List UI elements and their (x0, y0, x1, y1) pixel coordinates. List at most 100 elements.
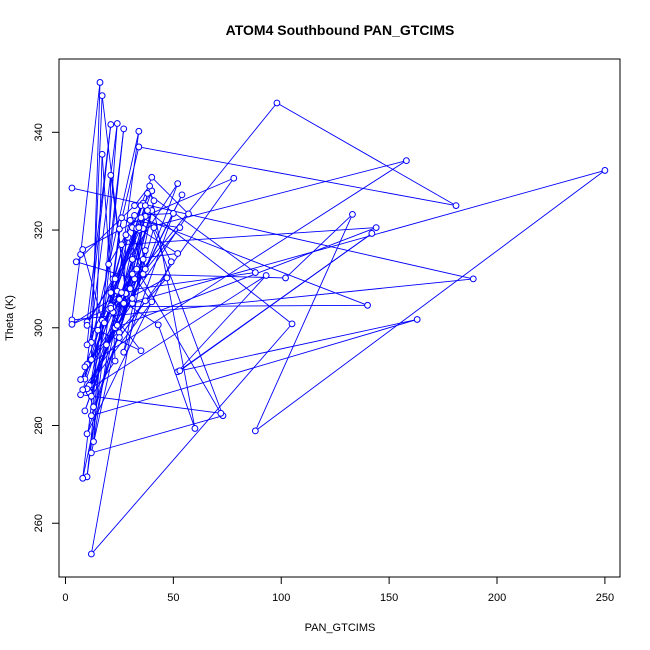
data-point (413, 316, 421, 323)
series-segment (147, 193, 256, 273)
series-segment (121, 217, 178, 254)
data-point (169, 210, 177, 217)
series-segment (276, 102, 457, 206)
series-segment (80, 394, 221, 414)
series-segment (84, 160, 407, 368)
data-point (122, 231, 130, 239)
data-point (107, 171, 115, 179)
data-point (120, 299, 128, 307)
series-segment (86, 124, 112, 345)
data-point (90, 438, 97, 446)
data-point (368, 230, 376, 237)
series-segment (138, 146, 457, 207)
data-point (128, 295, 136, 302)
data-point (174, 180, 182, 188)
data-point (146, 182, 154, 190)
data-point (131, 202, 138, 210)
series-segment (80, 275, 267, 396)
data-point (105, 260, 113, 268)
data-point (126, 216, 134, 224)
data-point (118, 214, 125, 222)
series-segment (86, 261, 172, 435)
data-point (150, 197, 158, 205)
series-segment (142, 203, 224, 416)
data-point (128, 255, 136, 263)
series-segment (82, 300, 146, 391)
series-segment (140, 205, 293, 325)
data-point (144, 189, 151, 197)
series-segment (143, 160, 407, 230)
data-point (113, 321, 121, 329)
series-segment (80, 82, 101, 255)
data-point (77, 391, 84, 399)
data-point (273, 99, 281, 107)
chart-title: ATOM4 Southbound PAN_GTCIMS (226, 22, 455, 38)
data-point (87, 449, 95, 457)
series-segment (91, 323, 293, 555)
data-point (87, 392, 95, 400)
series-segment (71, 254, 82, 321)
series-segment (86, 278, 114, 326)
data-point (154, 321, 162, 329)
x-tick-label: 200 (488, 592, 506, 604)
data-point (141, 297, 149, 305)
data-point (150, 224, 158, 231)
series-segment (84, 123, 118, 380)
data-point (148, 298, 156, 306)
data-point (141, 265, 149, 273)
data-point (128, 270, 136, 278)
y-tick-label: 260 (33, 514, 45, 532)
data-point (469, 275, 477, 283)
data-point (144, 207, 151, 214)
data-point (100, 319, 108, 327)
y-axis-label: Theta (K) (4, 295, 16, 341)
series-segment (110, 169, 606, 309)
x-tick-label: 50 (167, 592, 179, 604)
series-segment (157, 324, 196, 429)
data-point (79, 246, 87, 253)
data-point (79, 474, 87, 482)
data-point (217, 409, 225, 417)
data-point (81, 363, 89, 371)
data-point (133, 265, 141, 273)
data-point (135, 224, 143, 231)
data-point (118, 289, 125, 296)
data-point (185, 210, 192, 218)
data-point (116, 334, 123, 341)
data-point (107, 289, 115, 296)
data-point (372, 224, 380, 231)
data-point (120, 125, 128, 133)
x-tick-label: 0 (62, 592, 68, 604)
series-segment (179, 319, 418, 372)
data-point (167, 258, 175, 266)
series-segment (140, 177, 234, 219)
data-point (107, 304, 115, 312)
data-point (139, 255, 147, 263)
series-segment (130, 219, 180, 229)
data-point (137, 347, 145, 355)
data-point (118, 241, 125, 249)
y-tick-label: 340 (33, 123, 45, 141)
data-point (349, 211, 356, 218)
data-point (251, 427, 259, 435)
data-point (107, 121, 115, 128)
series-segment (254, 214, 353, 432)
series-segment (123, 210, 153, 353)
data-point (83, 341, 91, 349)
series-segment (255, 170, 606, 432)
data-point (98, 92, 106, 100)
data-point (113, 120, 121, 127)
series-segment (112, 304, 368, 308)
data-point (452, 202, 460, 210)
data-point (176, 224, 184, 231)
data-point (174, 250, 182, 257)
data-point (191, 425, 199, 432)
data-point (83, 321, 91, 329)
data-point (87, 356, 95, 363)
data-point (251, 269, 259, 276)
data-point (163, 274, 171, 282)
data-point (141, 247, 149, 254)
data-point (137, 214, 145, 222)
series-segment (177, 275, 267, 373)
